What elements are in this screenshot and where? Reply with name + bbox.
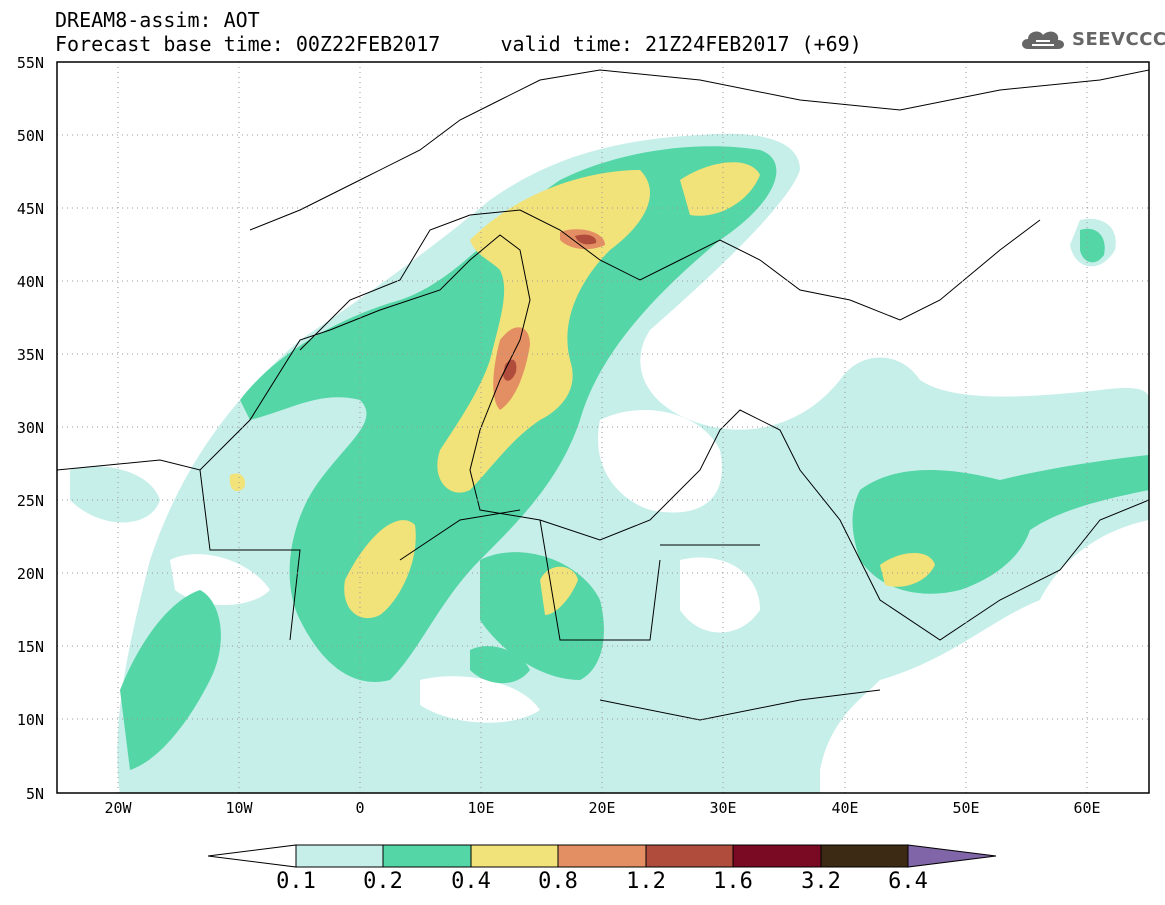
colorbar-segment [295,844,384,868]
map-frame [56,61,1150,794]
lat-tick-label: 25N [17,492,44,510]
lon-tick-label: 0 [355,799,364,817]
aerosol-field [70,133,1149,793]
lon-tick-label: 10E [467,799,494,817]
colorbar-label: 1.2 [626,869,666,894]
lon-tick-label: 60E [1073,799,1100,817]
seevccc-logo: SEEVCCC [1018,24,1165,54]
colorbar-segment [557,844,647,868]
cloud-icon [1022,31,1064,49]
lat-tick-label: 30N [17,419,44,437]
lat-tick-label: 50N [17,127,44,145]
lat-tick-label: 35N [17,346,44,364]
colorbar-label: 1.6 [713,869,753,894]
lat-tick-label: 55N [17,54,44,72]
aot-level-0.4 [229,162,935,619]
lon-tick-label: 40E [831,799,858,817]
colorbar-segment [732,844,822,868]
latitude-labels: 55N 50N 45N 40N 35N 30N 25N 20N 15N 10N … [17,54,44,803]
colorbar-label: 6.4 [888,869,928,894]
lon-tick-label: 20W [104,799,132,817]
colorbar-segment [820,844,909,868]
lat-tick-label: 45N [17,200,44,218]
logo-text: SEEVCCC [1072,28,1165,50]
colorbar-label: 0.2 [363,869,403,894]
lon-tick-label: 30E [709,799,736,817]
colorbar-segment [470,844,559,868]
lat-tick-label: 5N [26,785,44,803]
lat-tick-label: 40N [17,273,44,291]
aot-level-1.2 [503,234,597,381]
lat-tick-label: 15N [17,638,44,656]
colorbar-label: 0.1 [276,869,316,894]
coastlines [57,69,1149,721]
forecast-time-info: Forecast base time: 00Z22FEB2017 valid t… [55,32,862,56]
colorbar-segment [382,844,472,868]
colorbar-label: 0.8 [538,869,578,894]
longitude-labels: 20W 10W 0 10E 20E 30E 40E 50E 60E [104,799,1100,817]
colorbar-label: 0.4 [451,869,491,894]
colorbar-segment [645,844,734,868]
colorbar-label: 3.2 [801,869,841,894]
gridlines [57,62,1149,793]
lat-tick-label: 10N [17,711,44,729]
lon-tick-label: 50E [952,799,979,817]
lon-tick-label: 20E [588,799,615,817]
colorbar-under-arrow [207,844,297,868]
lat-tick-label: 20N [17,565,44,583]
lon-tick-label: 10W [225,799,253,817]
colorbar [207,844,997,868]
colorbar-over-arrow [907,844,997,868]
map-title: DREAM8-assim: AOT [55,8,260,32]
